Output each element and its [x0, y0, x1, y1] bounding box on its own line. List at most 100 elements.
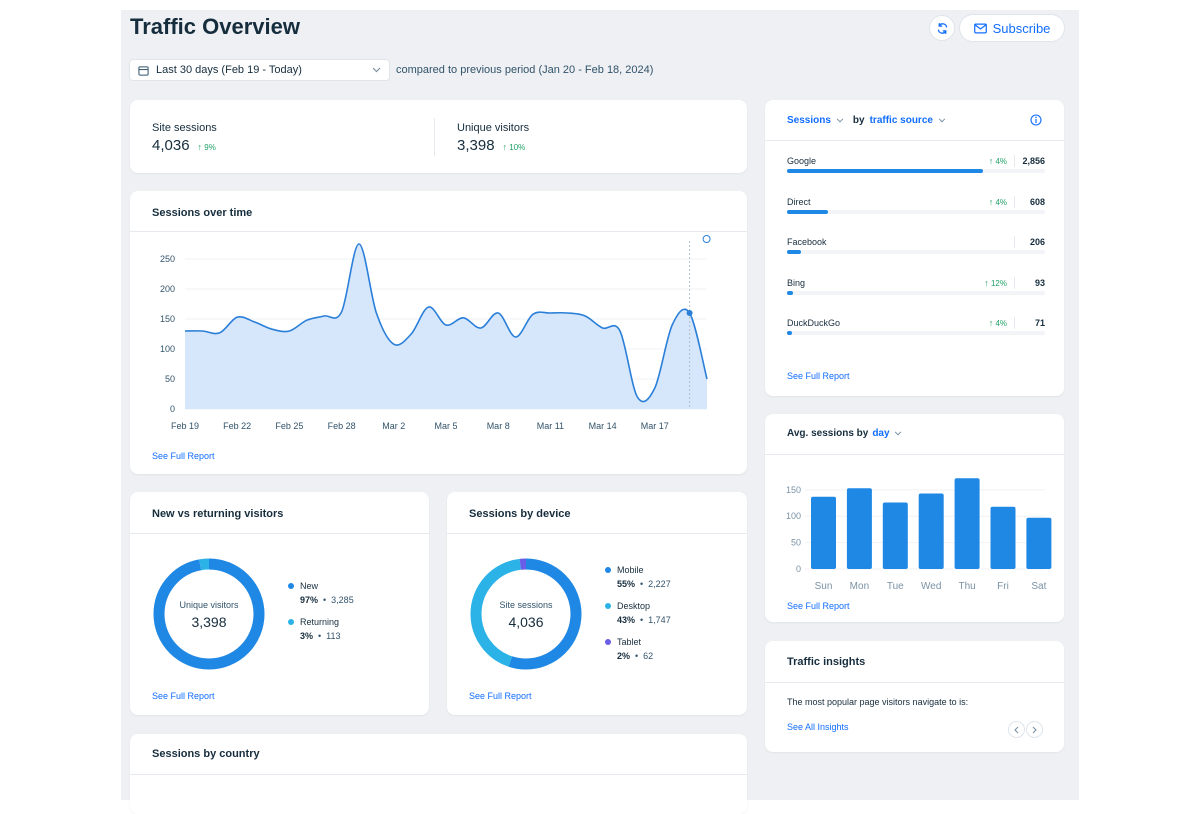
area-fill	[185, 243, 707, 409]
source-name: Bing	[787, 277, 806, 288]
new-vs-returning-card: New vs returning visitors Unique visitor…	[130, 492, 429, 715]
sessions-line-chart[interactable]: 0 50 100 150 200 250 Feb 19 Feb 22 Feb 25 Feb 28 M…	[130, 233, 747, 443]
source-change-value: 4%	[995, 319, 1007, 328]
traffic-source-row[interactable]: Facebook 206	[787, 236, 1045, 278]
arrow-up-icon: ↑	[988, 156, 994, 166]
metric-dropdown[interactable]: Sessions	[787, 115, 831, 126]
bar-sat[interactable]	[1026, 517, 1052, 569]
see-full-report-link[interactable]: See Full Report	[152, 691, 215, 701]
source-bar-track	[787, 250, 1045, 254]
x-tick-label: Mar 5	[434, 421, 457, 431]
see-full-report-link[interactable]: See Full Report	[152, 451, 215, 461]
source-change: ↑ 12%	[984, 278, 1007, 288]
donut-segment[interactable]	[470, 558, 582, 670]
kpi-label-visitors: Unique visitors	[457, 122, 530, 134]
legend-label: Returning	[300, 617, 340, 627]
donut-segment[interactable]	[470, 558, 582, 670]
value-separator	[1014, 317, 1015, 329]
date-range-select[interactable]: Last 30 days (Feb 19 - Today)	[129, 59, 390, 81]
card-title: Traffic insights	[787, 656, 866, 668]
avg-sessions-bar-chart[interactable]: 0 50 100 150 Sun Mon Tue Wed Thu Fri Sat	[765, 462, 1064, 602]
legend-item: Returning 3% • 113	[288, 617, 354, 641]
next-insight-button[interactable]	[1026, 721, 1043, 738]
x-tick-label: Feb 25	[275, 421, 303, 431]
card-title: Sessions by country	[152, 748, 260, 760]
kpi-change-sessions: ↑ 9%	[198, 142, 216, 152]
dimension-dropdown[interactable]: traffic source	[869, 115, 933, 126]
y-tick-label: 50	[791, 538, 801, 548]
legend-item: Desktop 43% • 1,747	[605, 601, 671, 625]
chevron-right-icon	[1032, 726, 1037, 733]
x-tick-label: Feb 22	[223, 421, 251, 431]
donut-segment[interactable]	[153, 558, 265, 670]
source-name: Facebook	[787, 237, 827, 247]
x-tick-label: Sat	[1031, 581, 1046, 592]
day-dropdown[interactable]: day	[872, 428, 890, 439]
subscribe-label: Subscribe	[992, 20, 1051, 36]
source-bar-fill	[787, 209, 829, 214]
traffic-source-row[interactable]: Direct ↑ 4% 608	[787, 195, 1045, 238]
mail-icon	[973, 23, 987, 33]
bar-mon[interactable]	[846, 488, 872, 569]
bar-tue[interactable]	[882, 502, 908, 570]
insight-text: The most popular page visitors navigate …	[787, 697, 969, 707]
traffic-source-row[interactable]: Google ↑ 4% 2,856	[787, 155, 1045, 197]
kpi-change-value: 10%	[509, 143, 526, 152]
bar-thu[interactable]	[954, 478, 980, 569]
divider	[765, 682, 1064, 683]
info-icon[interactable]	[1030, 114, 1042, 126]
traffic-source-row[interactable]: Bing ↑ 12% 93	[787, 276, 1045, 319]
legend-dot	[605, 567, 611, 573]
refresh-button[interactable]	[929, 15, 955, 41]
chevron-down-icon	[938, 118, 946, 123]
divider	[130, 231, 747, 232]
legend-label: New	[300, 581, 319, 591]
dashboard-page: Traffic Overview Subscribe Last 30 days …	[121, 10, 1079, 814]
bar-fri[interactable]	[990, 506, 1016, 569]
prev-insight-button[interactable]	[1008, 721, 1025, 738]
source-change: ↑ 4%	[989, 318, 1007, 328]
y-tick-label: 50	[165, 374, 175, 384]
traffic-source-list: Google ↑ 4% 2,856 Direct ↑ 4% 608 Facebook 206 B…	[787, 155, 1045, 359]
subscribe-button[interactable]: Subscribe	[959, 14, 1065, 42]
legend-count: 62	[643, 651, 654, 661]
source-bar-fill	[787, 169, 984, 173]
donut-legend: Mobile 55% • 2,227 Desktop 43% • 1,747 Tablet 2% •…	[605, 565, 671, 673]
donut-center-value: 4,036	[508, 614, 544, 630]
x-tick-label: Fri	[997, 581, 1009, 592]
see-full-report-link[interactable]: See Full Report	[787, 601, 850, 611]
source-bar-track	[787, 209, 1045, 214]
bar-wed[interactable]	[918, 493, 944, 569]
source-change-value: 4%	[995, 197, 1007, 207]
arrow-up-icon: ↑	[502, 142, 508, 152]
traffic-insights-card: Traffic insights The most popular page v…	[765, 641, 1064, 752]
see-all-insights-link[interactable]: See All Insights	[787, 722, 849, 732]
new-vs-returning-donut[interactable]	[149, 554, 269, 674]
source-change-value: 12%	[990, 278, 1007, 288]
see-full-report-link[interactable]: See Full Report	[469, 691, 532, 701]
sessions-by-device-donut[interactable]	[466, 554, 586, 674]
sessions-line	[184, 243, 708, 403]
legend-label: Mobile	[617, 565, 644, 575]
traffic-source-header: Sessions by traffic source	[787, 115, 946, 126]
kpi-label-sessions: Site sessions	[152, 122, 217, 134]
y-tick-label: 150	[786, 485, 801, 495]
card-title: Sessions by device	[469, 508, 571, 520]
see-full-report-link[interactable]: See Full Report	[787, 371, 850, 381]
traffic-source-row[interactable]: DuckDuckGo ↑ 4% 71	[787, 317, 1045, 359]
refresh-icon	[937, 22, 947, 34]
chevron-down-icon	[372, 67, 381, 73]
x-tick-label: Mar 2	[382, 421, 405, 431]
kpi-change-visitors: ↑ 10%	[503, 142, 526, 152]
legend-dot	[288, 619, 294, 625]
source-name: DuckDuckGo	[787, 318, 841, 328]
legend-percent: 3%	[300, 631, 314, 641]
legend-item: New 97% • 3,285	[288, 581, 354, 605]
y-tick-label: 100	[160, 344, 175, 354]
kpi-change-value: 9%	[204, 143, 216, 152]
divider	[130, 533, 429, 534]
bar-sun[interactable]	[811, 496, 836, 569]
data-point[interactable]	[686, 310, 693, 316]
card-title: Avg. sessions by	[787, 428, 869, 439]
x-tick-label: Mon	[850, 581, 869, 592]
